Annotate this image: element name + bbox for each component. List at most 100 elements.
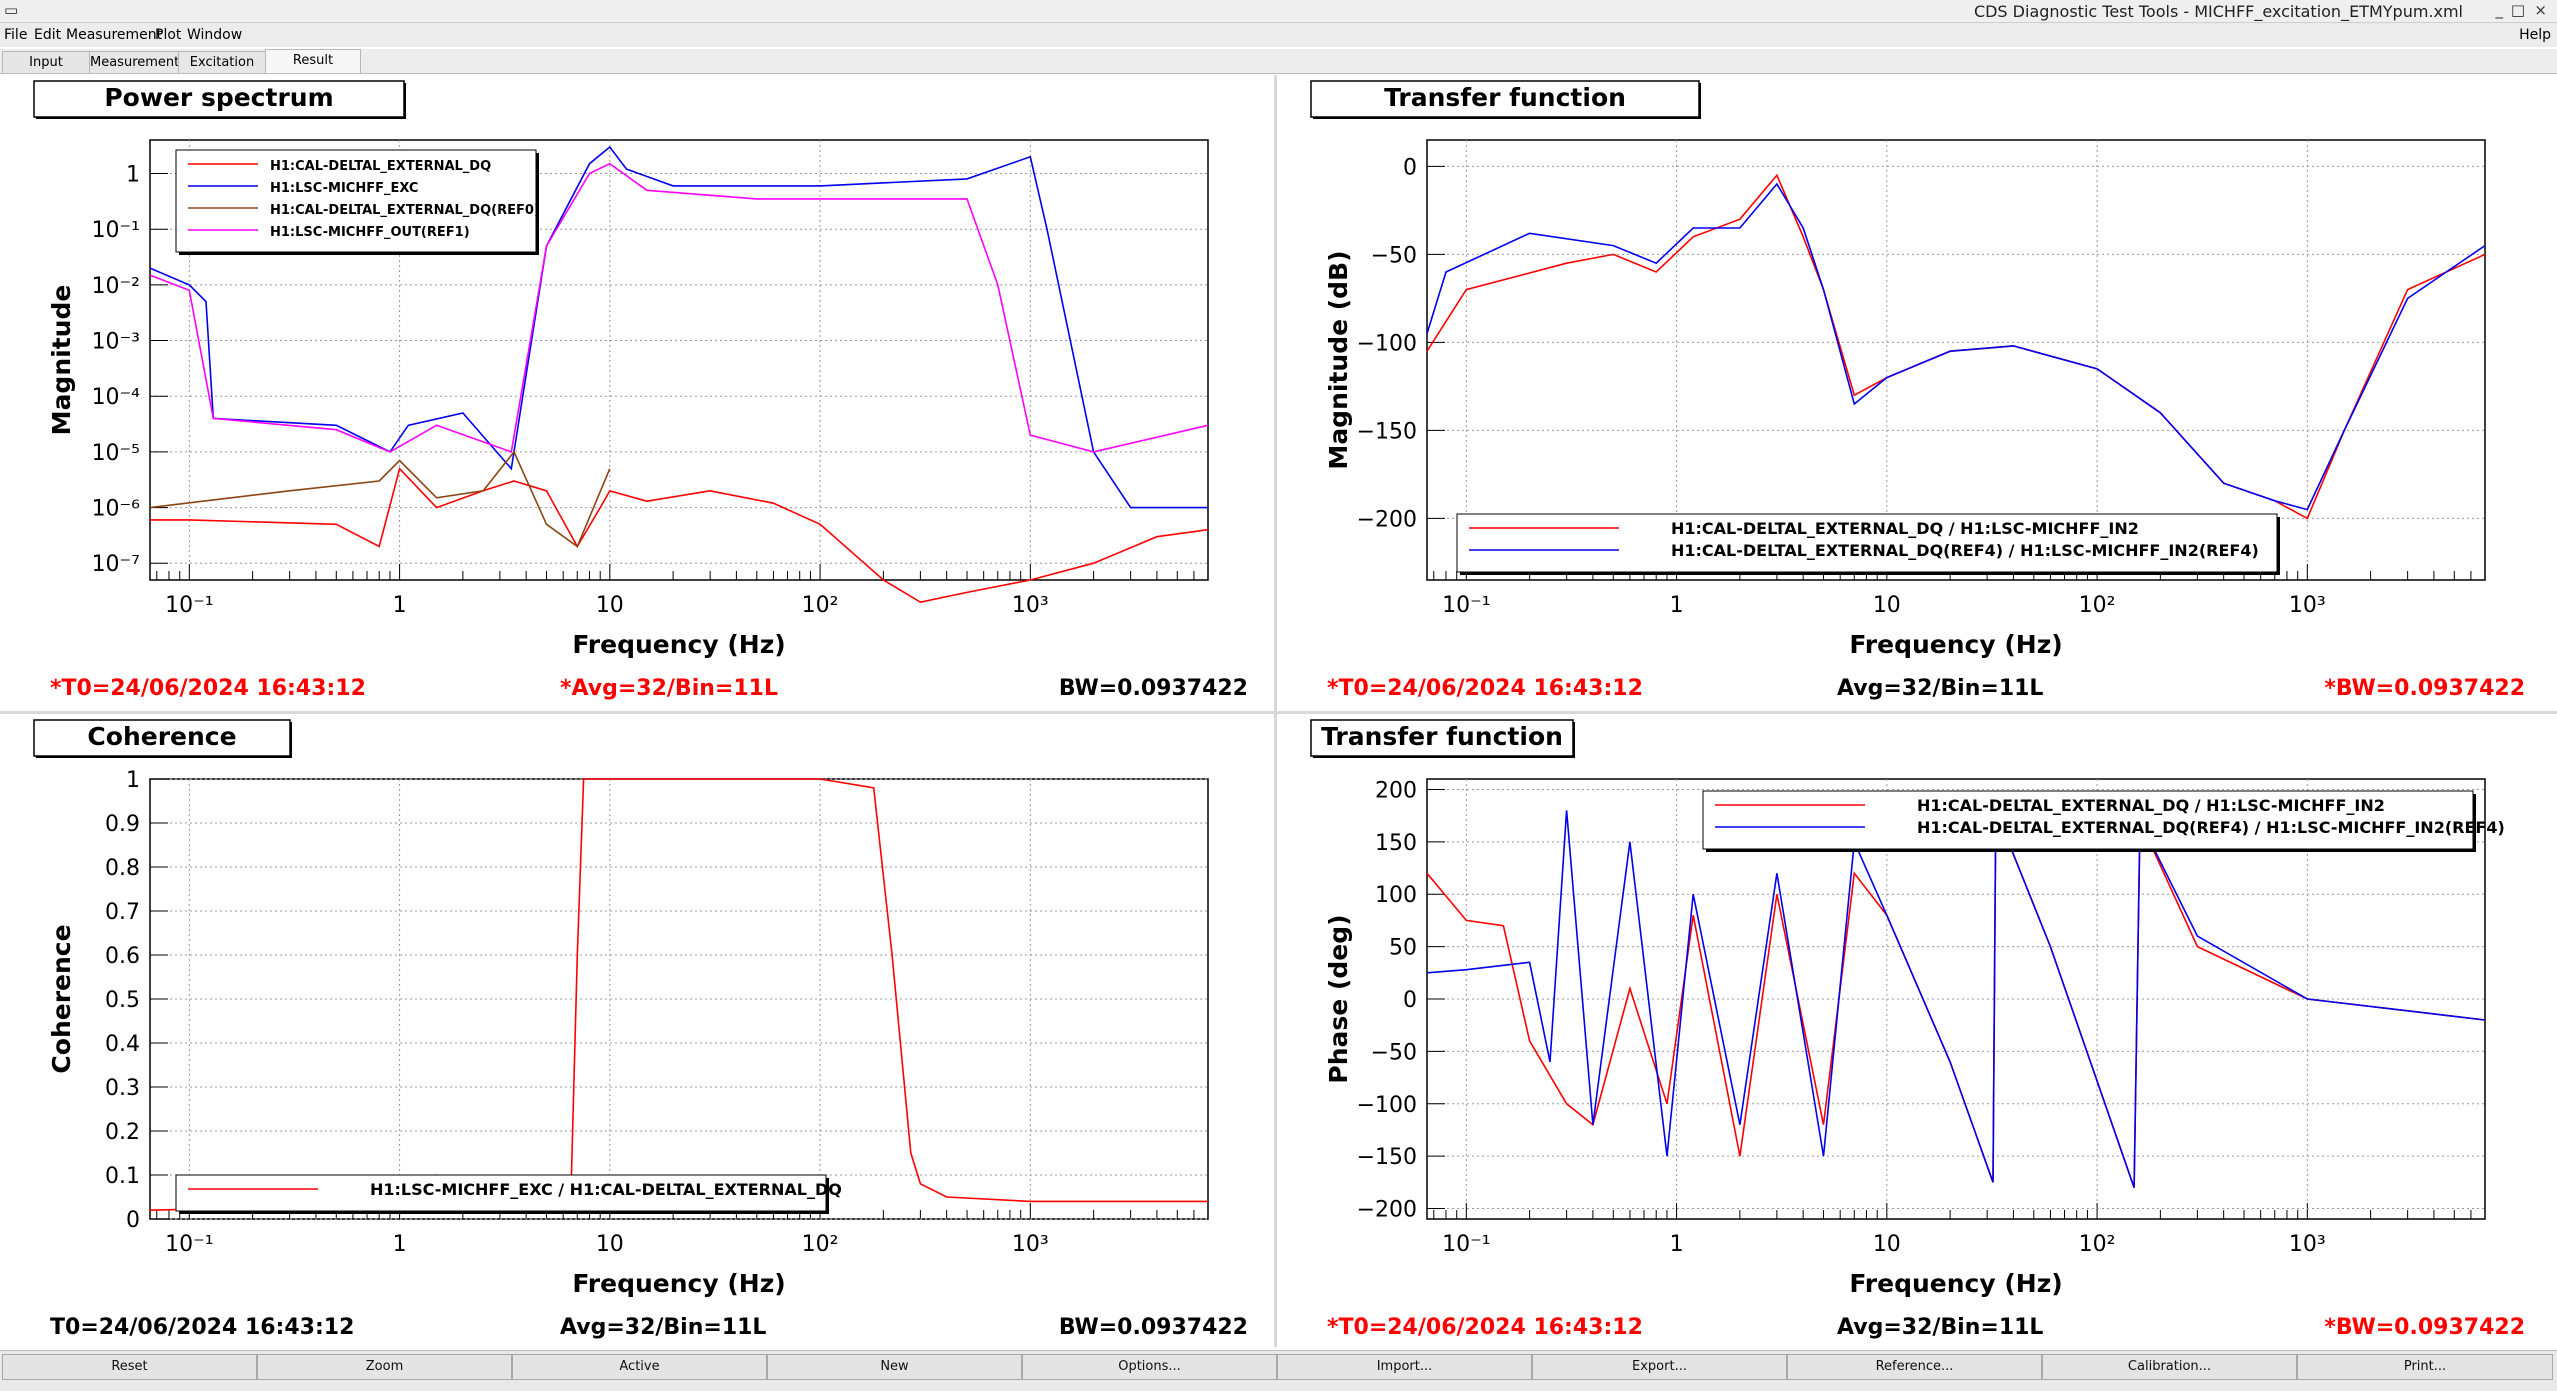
power-spectrum-panel[interactable]: Power spectrum 10⁻¹ 1 10 10² 10³ 1 10⁻¹ 10⁻² 10⁻³… [33,80,1248,701]
panel-title-box: Coherence [33,719,292,758]
x-tick-label: 10 [1873,593,1901,618]
reference-button[interactable]: Reference... [1787,1354,2042,1380]
y-tick-label: 0 [1403,988,1417,1013]
active-button[interactable]: Active [512,1354,767,1380]
y-tick-label: 1 [126,163,140,188]
y-tick-label: 0.4 [105,1032,140,1057]
minimize-button[interactable]: _ [2495,1,2504,19]
x-axis-label: Frequency (Hz) [1849,1269,2062,1298]
status-bw: BW=0.0937422 [1059,1315,1248,1340]
y-axis-label: Coherence [47,924,76,1073]
status-t0: *T0=24/06/2024 16:43:12 [1327,676,1643,701]
menu-measurement[interactable]: Measurement [66,27,163,43]
y-tick-label: 200 [1375,778,1417,803]
new-button[interactable]: New [767,1354,1022,1380]
x-tick-label: 1 [1670,593,1684,618]
status-bw: *BW=0.0937422 [2324,676,2525,701]
close-button[interactable]: × [2534,1,2547,19]
y-tick-label: 10⁻⁵ [92,441,140,466]
x-tick-label: 10³ [2289,593,2326,618]
menu-help[interactable]: Help [2519,27,2551,43]
y-tick-label: 10⁻⁷ [92,552,140,577]
menu-edit[interactable]: Edit [34,27,62,43]
import-button[interactable]: Import... [1277,1354,1532,1380]
y-tick-label: −200 [1357,1198,1417,1223]
y-tick-label: −50 [1371,1040,1417,1065]
coherence-panel[interactable]: Coherence 10⁻¹ 1 10 10² 10³ 0 0.1 0.2 0.3 0.4 0.5 0.… [33,719,1248,1340]
status-avg: Avg=32/Bin=11L [1837,1315,2043,1340]
x-tick-label: 10³ [1012,1232,1049,1257]
y-tick-label: 10⁻⁶ [92,497,141,522]
x-tick-label: 10² [2079,593,2116,618]
x-tick-label: 10⁻¹ [1442,1232,1490,1257]
x-tick-label: 10⁻¹ [165,1232,213,1257]
legend-entry: H1:CAL-DELTAL_EXTERNAL_DQ [270,159,491,174]
maximize-button[interactable]: □ [2510,1,2525,19]
x-axis-label: Frequency (Hz) [1849,630,2062,659]
horizontal-splitter[interactable] [0,711,2557,714]
y-tick-label: 10⁻² [92,274,140,299]
status-t0: *T0=24/06/2024 16:43:12 [50,676,366,701]
y-tick-label: 0.5 [105,988,140,1013]
y-axis-label: Magnitude (dB) [1324,250,1353,469]
y-tick-label: 0 [1403,155,1417,180]
y-tick-label: 0.1 [105,1164,140,1189]
series-line-0 [1426,173,2486,520]
print-button[interactable]: Print... [2297,1354,2553,1380]
x-tick-label: 1 [1670,1232,1684,1257]
y-tick-label: 0.7 [105,900,140,925]
panel-title: Transfer function [1384,83,1626,112]
x-axis-label: Frequency (Hz) [572,1269,785,1298]
transfer-phase-panel[interactable]: Transfer function 10⁻¹ 1 10 10² 10³ 200 150 100 5… [1310,719,2525,1340]
x-tick-label: 10³ [2289,1232,2326,1257]
status-t0: T0=24/06/2024 16:43:12 [50,1315,354,1340]
y-tick-label: 100 [1375,883,1417,908]
y-tick-label: 0.8 [105,856,140,881]
panel-title-box: Transfer function [1310,719,1575,758]
y-tick-label: −100 [1357,331,1417,356]
status-bw: *BW=0.0937422 [2324,1315,2525,1340]
tab-measurement[interactable]: Measurement [89,51,179,73]
app-icon: ▭ [4,1,19,19]
legend-entry: H1:LSC-MICHFF_EXC / H1:CAL-DELTAL_EXTERN… [370,1180,842,1199]
menu-file[interactable]: File [4,27,28,43]
panel-title-box: Power spectrum [33,80,406,119]
legend-entry: H1:CAL-DELTAL_EXTERNAL_DQ(REF4) / H1:LSC… [1917,818,2505,837]
y-tick-label: −100 [1357,1093,1417,1118]
options-button[interactable]: Options... [1022,1354,1277,1380]
series-line-3 [149,162,1209,453]
panel-title: Power spectrum [104,83,333,112]
x-tick-label: 10³ [1012,593,1049,618]
legend: H1:CAL-DELTAL_EXTERNAL_DQ H1:LSC-MICHFF_E… [175,149,540,255]
menu-plot[interactable]: Plot [155,27,182,43]
legend: H1:CAL-DELTAL_EXTERNAL_DQ / H1:LSC-MICHF… [1702,790,2505,852]
transfer-magnitude-panel[interactable]: Transfer function 10⁻¹ 1 10 10² 10³ 0 −50 −100 −1… [1310,80,2525,701]
legend: H1:CAL-DELTAL_EXTERNAL_DQ / H1:LSC-MICHF… [1456,513,2280,575]
series-line-1 [149,145,1208,509]
status-bw: BW=0.0937422 [1059,676,1248,701]
tab-excitation[interactable]: Excitation [178,51,266,73]
status-t0: *T0=24/06/2024 16:43:12 [1327,1315,1643,1340]
series-line-1 [1426,182,2486,511]
calibration-button[interactable]: Calibration... [2042,1354,2297,1380]
tab-input[interactable]: Input [2,51,90,73]
legend-entry: H1:CAL-DELTAL_EXTERNAL_DQ / H1:LSC-MICHF… [1671,519,2139,538]
legend-entry: H1:CAL-DELTAL_EXTERNAL_DQ / H1:LSC-MICHF… [1917,796,2385,815]
status-avg: *Avg=32/Bin=11L [560,676,778,701]
plot-frame [149,778,1209,1220]
panel-title: Coherence [87,722,236,751]
x-tick-label: 10⁻¹ [165,593,213,618]
zoom-button[interactable]: Zoom [257,1354,512,1380]
legend-entry: H1:CAL-DELTAL_EXTERNAL_DQ(REF4) / H1:LSC… [1671,541,2259,560]
y-tick-label: 1 [126,768,140,793]
result-area: Power spectrum 10⁻¹ 1 10 10² 10³ 1 10⁻¹ 10⁻² 10⁻³… [0,75,2557,1347]
y-tick-label: −150 [1357,419,1417,444]
window-titlebar: ▭ CDS Diagnostic Test Tools - MICHFF_exc… [0,0,2557,23]
reset-button[interactable]: Reset [2,1354,257,1380]
export-button[interactable]: Export... [1532,1354,1787,1380]
menu-window[interactable]: Window [187,27,243,43]
x-tick-label: 10² [2079,1232,2116,1257]
tab-result[interactable]: Result [265,49,361,73]
tab-bar: Input Measurement Excitation Result [0,49,2557,74]
window-title: CDS Diagnostic Test Tools - MICHFF_excit… [1973,2,2463,21]
